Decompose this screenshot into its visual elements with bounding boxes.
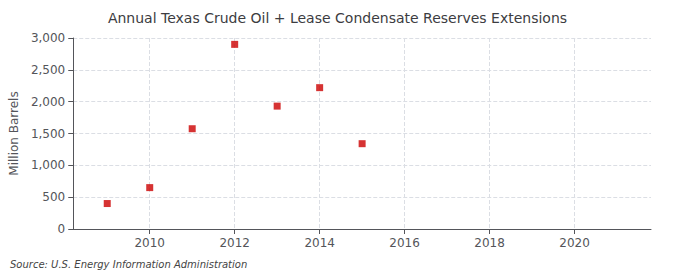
svg-text:2012: 2012	[219, 236, 250, 250]
svg-text:2020: 2020	[559, 236, 590, 250]
svg-text:1,500: 1,500	[31, 127, 65, 141]
svg-text:3,000: 3,000	[31, 31, 65, 45]
svg-text:2018: 2018	[474, 236, 505, 250]
svg-text:0: 0	[58, 222, 66, 236]
svg-text:2,500: 2,500	[31, 63, 65, 77]
svg-text:500: 500	[42, 190, 65, 204]
svg-text:Annual Texas Crude Oil + Lease: Annual Texas Crude Oil + Lease Condensat…	[108, 10, 567, 26]
svg-text:2016: 2016	[389, 236, 420, 250]
svg-text:2014: 2014	[304, 236, 335, 250]
svg-text:Million Barrels: Million Barrels	[7, 91, 21, 175]
svg-text:Source: U.S. Energy Informatio: Source: U.S. Energy Information Administ…	[10, 259, 247, 270]
svg-text:2010: 2010	[134, 236, 165, 250]
svg-text:1,000: 1,000	[31, 158, 65, 172]
svg-text:2,000: 2,000	[31, 95, 65, 109]
